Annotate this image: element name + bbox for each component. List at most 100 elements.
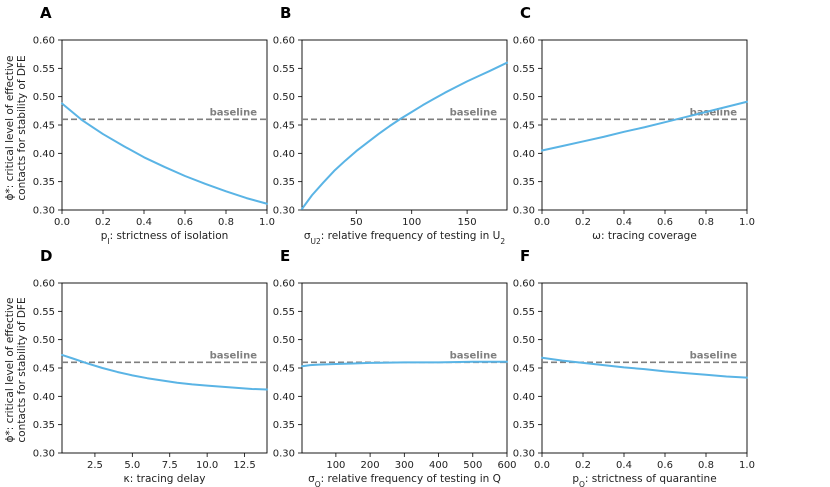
x-tick-label-d: 10.0 [196, 460, 218, 471]
x-tick-label-d: 12.5 [233, 460, 255, 471]
x-tick-label-d: 2.5 [87, 460, 103, 471]
panel-b: B 0.30 0.35 0.40 0.45 0.50 0.55 0.60 50 100 150 σU2… [273, 4, 508, 246]
baseline-label-b: baseline [450, 107, 498, 118]
panel-label-e: E [280, 247, 290, 265]
y-tick-label-f: 0.55 [513, 307, 535, 318]
x-tick-label-e: 100 [326, 460, 345, 471]
panel-a: A 0.30 0.35 0.40 0.45 0.50 0.55 0.60 0.0 0.2 0.4 0.… [33, 4, 275, 246]
x-axis-label-c: ω: tracing coverage [592, 230, 697, 242]
y-tick-label-e: 0.50 [273, 335, 295, 346]
y-tick-label-a: 0.35 [33, 177, 55, 188]
axes-frame-c [541, 39, 748, 211]
x-tick-label-e: 600 [497, 460, 516, 471]
x-tick-label-c: 0.6 [657, 217, 673, 228]
y-tick-label-b: 0.60 [273, 36, 295, 47]
data-line-b [301, 61, 508, 210]
x-axis-label-b: σU2: relative frequency of testing in U2 [304, 230, 506, 246]
x-axis-label-d: κ: tracing delay [124, 473, 206, 485]
x-tick-label-f: 0.0 [534, 460, 550, 471]
x-tick-label-f: 0.6 [657, 460, 673, 471]
y-tick-label-c: 0.55 [513, 64, 535, 75]
y-tick-label-b: 0.50 [273, 92, 295, 103]
axes-frame-a [61, 39, 268, 211]
y-tick-label-f: 0.40 [513, 392, 535, 403]
x-tick-label-a: 0.4 [136, 217, 152, 228]
y-tick-label-f: 0.60 [513, 279, 535, 290]
x-tick-label-a: 0.8 [218, 217, 234, 228]
x-axis-label-a: pI: strictness of isolation [101, 230, 229, 246]
y-tick-label-c: 0.45 [513, 121, 535, 132]
x-tick-label-b: 50 [350, 217, 363, 228]
x-axis-label-f: pQ: strictness of quarantine [572, 473, 716, 487]
panel-label-c: C [520, 4, 531, 22]
y-tick-label-c: 0.50 [513, 92, 535, 103]
y-tick-label-f: 0.30 [513, 449, 535, 460]
y-tick-label-c: 0.30 [513, 206, 535, 217]
y-axis-title-bottom-line2: contacts for stability of DFE [16, 297, 28, 442]
x-tick-label-a: 0.0 [54, 217, 70, 228]
y-tick-label-a: 0.30 [33, 206, 55, 217]
y-tick-label-b: 0.45 [273, 121, 295, 132]
y-tick-label-a: 0.55 [33, 64, 55, 75]
y-tick-label-e: 0.60 [273, 279, 295, 290]
y-tick-label-b: 0.55 [273, 64, 295, 75]
y-tick-label-e: 0.35 [273, 420, 295, 431]
y-tick-label-a: 0.50 [33, 92, 55, 103]
panel-label-d: D [40, 247, 52, 265]
x-tick-label-a: 0.6 [177, 217, 193, 228]
x-tick-label-d: 5.0 [124, 460, 140, 471]
panel-e: E 0.30 0.35 0.40 0.45 0.50 0.55 0.60 100 200 300 40… [273, 247, 517, 487]
y-tick-label-f: 0.50 [513, 335, 535, 346]
x-tick-label-f: 0.2 [575, 460, 591, 471]
data-line-d [61, 353, 268, 391]
y-tick-label-c: 0.40 [513, 149, 535, 160]
x-tick-label-f: 0.8 [698, 460, 714, 471]
baseline-label-f: baseline [690, 350, 738, 361]
y-tick-label-e: 0.55 [273, 307, 295, 318]
y-tick-label-d: 0.35 [33, 420, 55, 431]
baseline-label-e: baseline [450, 350, 498, 361]
x-tick-label-e: 400 [429, 460, 448, 471]
x-tick-label-b: 150 [458, 217, 477, 228]
x-tick-label-a: 0.2 [95, 217, 111, 228]
baseline-label-c: baseline [690, 107, 738, 118]
y-tick-label-b: 0.40 [273, 149, 295, 160]
x-tick-label-c: 1.0 [739, 217, 755, 228]
y-tick-label-f: 0.35 [513, 420, 535, 431]
y-tick-label-d: 0.50 [33, 335, 55, 346]
panel-c: C 0.30 0.35 0.40 0.45 0.50 0.55 0.60 0.0 0.2 0.4 0.… [513, 4, 755, 242]
axes-frame-f [541, 282, 748, 454]
data-line-f [541, 356, 748, 379]
x-tick-label-c: 0.2 [575, 217, 591, 228]
axes-frame-d [61, 282, 268, 454]
y-tick-label-e: 0.45 [273, 364, 295, 375]
x-tick-label-f: 1.0 [739, 460, 755, 471]
x-tick-label-a: 1.0 [259, 217, 275, 228]
x-tick-label-c: 0.4 [616, 217, 632, 228]
y-tick-label-d: 0.55 [33, 307, 55, 318]
y-tick-label-f: 0.45 [513, 364, 535, 375]
data-line-a [61, 102, 268, 205]
panel-label-b: B [280, 4, 291, 22]
panel-label-a: A [40, 4, 52, 22]
y-tick-label-a: 0.60 [33, 36, 55, 47]
x-tick-label-e: 500 [463, 460, 482, 471]
y-axis-title-bottom-line1: ϕ*: critical level of effective [4, 298, 16, 443]
y-tick-label-e: 0.40 [273, 392, 295, 403]
panel-f: F 0.30 0.35 0.40 0.45 0.50 0.55 0.60 0.0 0.2 0.4 0.… [513, 247, 755, 487]
data-line-e [301, 360, 508, 368]
x-tick-label-c: 0.8 [698, 217, 714, 228]
data-line-c [541, 100, 748, 152]
y-tick-label-a: 0.40 [33, 149, 55, 160]
x-tick-label-e: 300 [395, 460, 414, 471]
y-tick-label-d: 0.40 [33, 392, 55, 403]
baseline-label-d: baseline [210, 350, 258, 361]
y-tick-label-b: 0.35 [273, 177, 295, 188]
x-axis-label-e: σQ: relative frequency of testing in Q [308, 473, 501, 487]
x-tick-label-d: 7.5 [162, 460, 178, 471]
baseline-label-a: baseline [210, 107, 258, 118]
axes-frame-e [301, 282, 508, 454]
panel-label-f: F [520, 247, 530, 265]
panel-d: D 0.30 0.35 0.40 0.45 0.50 0.55 0.60 2.5 5.0 7.5 10… [33, 247, 268, 485]
y-tick-label-c: 0.60 [513, 36, 535, 47]
